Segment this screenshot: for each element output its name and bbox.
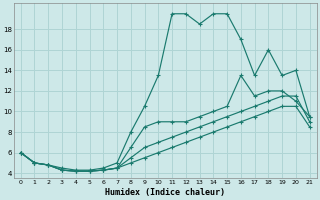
X-axis label: Humidex (Indice chaleur): Humidex (Indice chaleur) bbox=[105, 188, 225, 197]
